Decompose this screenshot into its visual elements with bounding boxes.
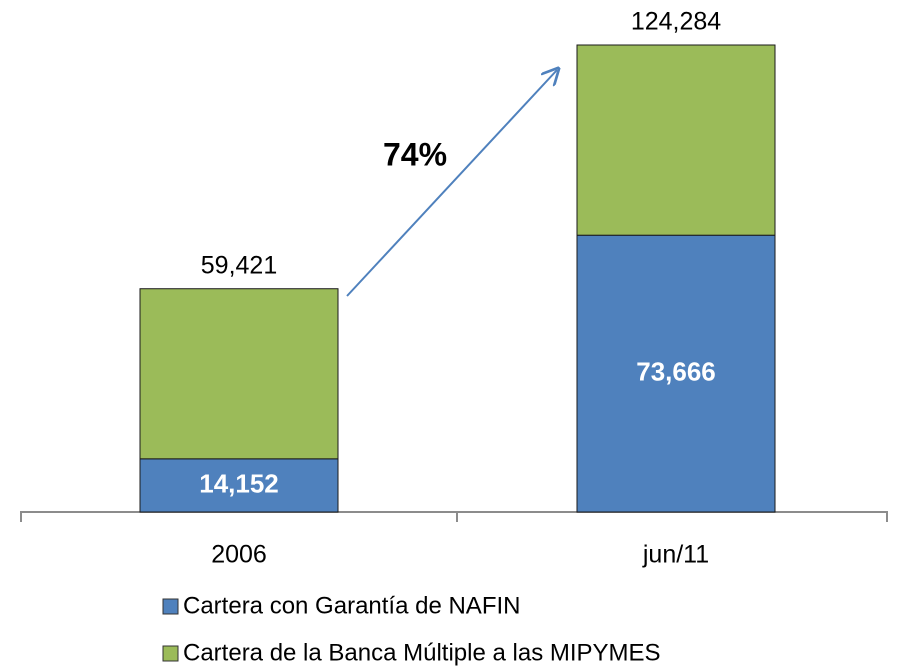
growth-arrow xyxy=(346,70,557,297)
annotation: 74% xyxy=(383,136,447,172)
total-label: 59,421 xyxy=(201,251,277,279)
total-label: 124,284 xyxy=(631,8,721,36)
data-label: 73,666 xyxy=(636,356,716,386)
x-tick-label: 2006 xyxy=(211,541,267,569)
legend-swatch xyxy=(162,645,179,662)
bar-segment xyxy=(576,234,776,513)
bar-segment xyxy=(576,44,776,236)
legend-swatch xyxy=(162,598,179,615)
legend-label: Cartera con Garantía de NAFIN xyxy=(183,592,520,619)
x-tick-label: jun/11 xyxy=(642,541,709,569)
legend-label: Cartera de la Banca Múltiple a las MIPYM… xyxy=(183,639,661,666)
bar-segment xyxy=(139,458,339,513)
bar-segment xyxy=(139,288,339,460)
data-label: 14,152 xyxy=(199,468,279,498)
